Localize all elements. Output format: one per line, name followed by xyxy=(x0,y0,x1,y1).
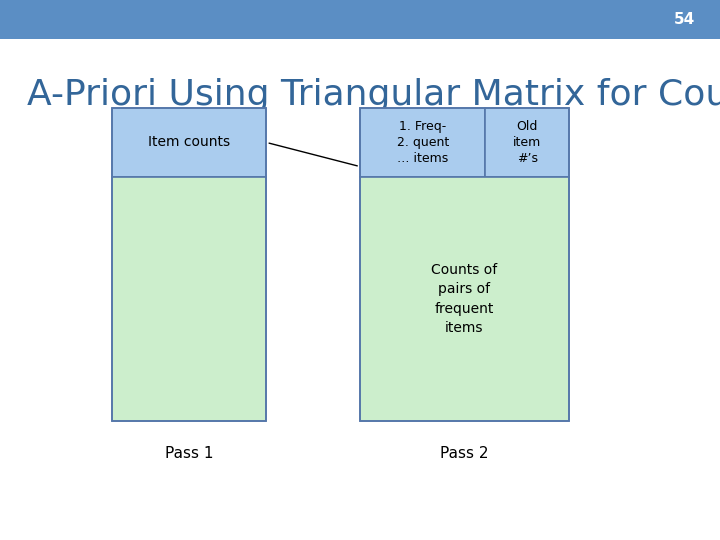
Text: Pass 1: Pass 1 xyxy=(165,446,213,461)
Bar xyxy=(0,0,720,39)
Bar xyxy=(360,177,569,421)
Bar xyxy=(112,108,266,421)
Text: Item counts: Item counts xyxy=(148,136,230,150)
Bar xyxy=(360,108,485,177)
Text: Pass 2: Pass 2 xyxy=(440,446,489,461)
Text: 54: 54 xyxy=(673,12,695,27)
Bar xyxy=(360,108,569,421)
Bar xyxy=(485,108,569,177)
Text: Old
item
#’s: Old item #’s xyxy=(513,120,541,165)
Bar xyxy=(112,108,266,177)
Text: A-Priori Using Triangular Matrix for Counts: A-Priori Using Triangular Matrix for Cou… xyxy=(27,78,720,112)
Text: Counts of
pairs of
frequent
items: Counts of pairs of frequent items xyxy=(431,263,498,335)
Bar xyxy=(112,177,266,421)
Text: 1. Freq-
2. quent
… items: 1. Freq- 2. quent … items xyxy=(397,120,449,165)
